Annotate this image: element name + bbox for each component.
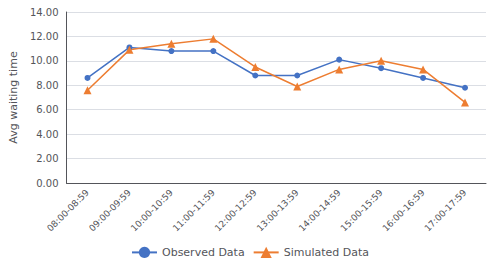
svg-text:0.00: 0.00: [36, 178, 58, 189]
svg-text:4.00: 4.00: [36, 129, 58, 140]
svg-text:Simulated Data: Simulated Data: [284, 246, 369, 259]
svg-text:14:00-14:59: 14:00-14:59: [297, 187, 343, 233]
svg-text:16:00-16:59: 16:00-16:59: [381, 187, 427, 233]
svg-text:11:00-11:59: 11:00-11:59: [171, 187, 217, 233]
svg-text:Avg waiting time: Avg waiting time: [7, 51, 20, 144]
svg-text:13:00-13:59: 13:00-13:59: [255, 187, 301, 233]
svg-text:10.00: 10.00: [30, 55, 59, 66]
svg-text:2.00: 2.00: [36, 153, 58, 164]
svg-text:12.00: 12.00: [30, 31, 59, 42]
svg-text:17:00-17:59: 17:00-17:59: [423, 187, 469, 233]
svg-text:10:00-10:59: 10:00-10:59: [129, 187, 175, 233]
svg-text:Observed Data: Observed Data: [162, 246, 245, 259]
svg-text:14.00: 14.00: [30, 7, 59, 18]
svg-text:12:00-12:59: 12:00-12:59: [213, 187, 259, 233]
svg-text:08:00-08:59: 08:00-08:59: [45, 187, 91, 233]
svg-text:8.00: 8.00: [36, 80, 58, 91]
svg-text:09:00-09:59: 09:00-09:59: [87, 187, 133, 233]
svg-text:6.00: 6.00: [36, 104, 58, 115]
svg-text:15:00-15:59: 15:00-15:59: [339, 187, 385, 233]
